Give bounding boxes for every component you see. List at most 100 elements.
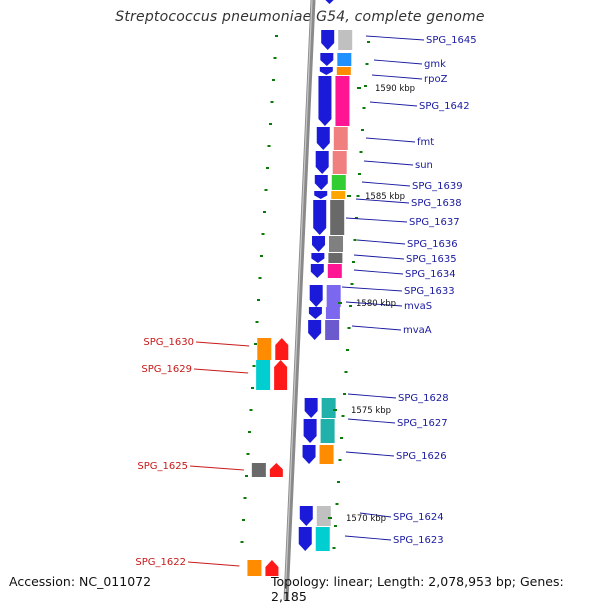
gene-label: SPG_1642 xyxy=(419,101,470,112)
gene-category-block xyxy=(325,307,340,319)
gene-label-leader xyxy=(189,465,244,471)
gene-label-leader xyxy=(195,341,250,347)
gene-label-leader xyxy=(341,286,403,292)
gene-label-leader xyxy=(351,325,402,331)
gene-category-block xyxy=(337,53,352,66)
gene-category-block xyxy=(327,264,342,278)
gene-label: SPG_1639 xyxy=(412,181,463,192)
gene-label: SPG_1636 xyxy=(407,239,458,250)
scale-label: 1590 kbp xyxy=(375,84,415,94)
gene-label: SPG_1629 xyxy=(141,364,192,375)
gene-label-leader xyxy=(359,512,392,518)
gene-label: SPG_1626 xyxy=(396,451,447,462)
gene-label: SPG_1622 xyxy=(135,557,186,568)
map-title: Streptococcus pneumoniae G54, complete g… xyxy=(115,9,485,25)
gene-label-leader xyxy=(353,254,405,260)
gene-label: SPG_1635 xyxy=(406,254,457,265)
gene-label: gmk xyxy=(424,59,446,70)
gene-label: SPG_1634 xyxy=(405,269,456,280)
gene-arrow xyxy=(311,253,325,263)
gene-category-block xyxy=(315,527,330,551)
gene-arrow xyxy=(312,236,326,252)
backbone-highlight xyxy=(284,0,313,600)
gene-arrow xyxy=(319,67,333,75)
gene-category-block xyxy=(338,30,353,50)
gene-arrow xyxy=(309,285,323,307)
gene-label: rpoZ xyxy=(424,74,448,85)
gene-arrow xyxy=(275,338,289,360)
gene-category-block xyxy=(331,191,346,199)
gene-category-block xyxy=(257,338,272,360)
gene-category-block xyxy=(247,560,262,576)
gene-label: fmt xyxy=(417,137,434,148)
gene-arrow xyxy=(265,560,279,576)
gene-label-leader xyxy=(363,160,414,166)
gene-arrow xyxy=(298,527,312,551)
gene-label-leader xyxy=(356,239,406,245)
gene-arrow xyxy=(308,307,322,319)
gene-label-leader xyxy=(345,301,403,307)
gene-label-leader xyxy=(344,535,392,541)
gene-category-block xyxy=(316,506,331,526)
gene-label-leader xyxy=(371,74,423,80)
gene-arrow xyxy=(313,200,327,235)
gene-category-block xyxy=(326,285,341,307)
gene-label-leader xyxy=(347,418,396,424)
gene-label-leader xyxy=(347,393,397,399)
gene-arrow xyxy=(299,506,313,526)
gene-label: SPG_1628 xyxy=(398,393,449,404)
gene-category-block xyxy=(325,320,340,340)
ticks-layer xyxy=(240,35,370,549)
scale-label: 1585 kbp xyxy=(365,192,405,202)
gene-label-leader xyxy=(373,59,423,65)
gene-label: SPG_1630 xyxy=(143,337,194,348)
gene-category-block xyxy=(256,360,271,390)
gene-label-leader xyxy=(361,181,411,187)
scale-label: 1575 kbp xyxy=(351,406,391,416)
gene-label: SPG_1627 xyxy=(397,418,448,429)
gene-arrow xyxy=(269,463,283,477)
gene-label-leader xyxy=(187,561,240,567)
gene-label: mvaS xyxy=(404,301,432,312)
gene-label: SPG_1623 xyxy=(393,535,444,546)
gene-arrow xyxy=(274,360,288,390)
gene-arrow xyxy=(315,151,329,174)
gene-category-block xyxy=(329,236,344,252)
gene-label: SPG_1638 xyxy=(411,198,462,209)
genes-layer xyxy=(247,0,353,576)
gene-label-leader xyxy=(193,368,249,374)
gene-label: SPG_1637 xyxy=(409,217,460,228)
scale-label: 1580 kbp xyxy=(356,299,396,309)
gene-arrow xyxy=(325,0,334,4)
gene-arrow xyxy=(316,127,330,150)
gene-category-block xyxy=(336,67,351,75)
gene-arrow xyxy=(318,76,332,126)
gene-category-block xyxy=(319,445,334,464)
gene-category-block xyxy=(251,463,266,477)
gene-label-leader xyxy=(365,35,425,41)
gene-arrow xyxy=(314,191,328,199)
scale-layer: 1590 kbp 1585 kbp 1580 kbp 1575 kbp 1570 kbp xyxy=(328,84,415,524)
gene-label-leader xyxy=(365,137,416,143)
accession-label: Accession: NC_011072 xyxy=(9,574,152,589)
gene-arrow xyxy=(303,419,317,443)
gene-label: SPG_1624 xyxy=(393,512,444,523)
gene-label-leader xyxy=(355,198,410,204)
backbone-layer xyxy=(283,0,316,600)
gene-label-leader xyxy=(345,217,408,223)
gene-label-leader xyxy=(353,269,404,275)
gene-category-block xyxy=(330,200,345,235)
gene-arrow xyxy=(320,53,334,66)
gene-label-leader xyxy=(369,101,418,107)
gene-category-block xyxy=(332,151,347,174)
gene-arrow xyxy=(302,445,316,464)
gene-category-block xyxy=(320,419,335,443)
gene-label: SPG_1633 xyxy=(404,286,455,297)
gene-label: SPG_1625 xyxy=(137,461,188,472)
gene-category-block xyxy=(328,253,343,263)
gene-label: sun xyxy=(415,160,433,171)
gene-label: SPG_1645 xyxy=(426,35,477,46)
gene-category-block xyxy=(331,175,346,190)
gene-arrow xyxy=(304,398,318,418)
